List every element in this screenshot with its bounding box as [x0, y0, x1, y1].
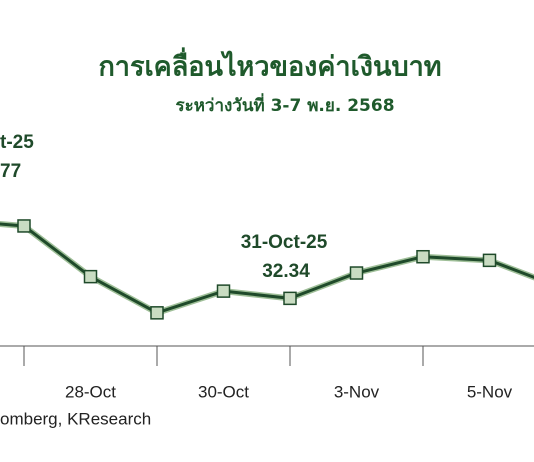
- series-line: [0, 222, 534, 315]
- point: [283, 291, 297, 306]
- annotation: 32.34: [262, 261, 310, 282]
- annotation: 31-Oct-25: [241, 232, 328, 253]
- x-tick-label: 5-Nov: [467, 382, 513, 401]
- annotation: 77: [0, 161, 21, 182]
- point: [349, 266, 364, 280]
- source: omberg, KResearch: [0, 409, 151, 428]
- point: [83, 269, 98, 284]
- x-tick-label: 3-Nov: [334, 382, 380, 401]
- chart-title: การเคลื่อนไหวของค่าเงินบาท: [98, 47, 441, 83]
- point: [216, 284, 231, 298]
- point: [17, 219, 31, 233]
- point: [416, 249, 430, 264]
- point: [150, 306, 164, 320]
- x-tick-label: 28-Oct: [65, 382, 116, 401]
- chart-subtitle: ระหว่างวันที่ 3-7 พ.ย. 2568: [175, 93, 394, 116]
- point: [482, 253, 497, 268]
- annotation: t-25: [0, 132, 34, 153]
- x-tick-label: 30-Oct: [198, 382, 249, 401]
